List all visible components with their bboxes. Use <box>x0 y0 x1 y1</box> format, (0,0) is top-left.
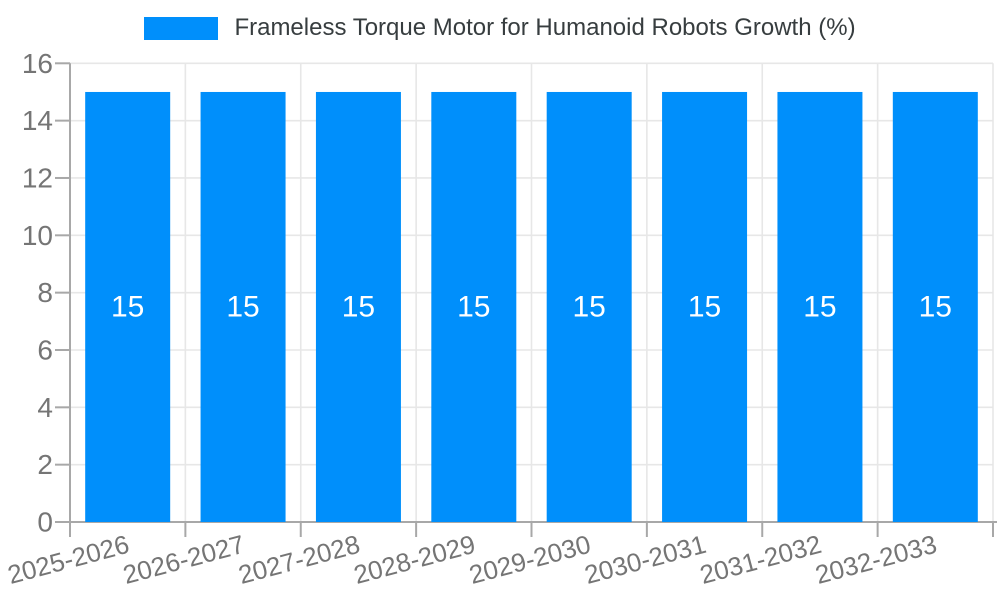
y-tick-label: 14 <box>22 105 53 136</box>
y-tick-label: 2 <box>37 449 53 480</box>
x-tick-label: 2027-2028 <box>235 529 363 590</box>
x-tick-label: 2032-2033 <box>812 529 940 590</box>
bar-value-label: 15 <box>226 290 259 323</box>
bar[interactable] <box>892 91 978 522</box>
bar-value-label: 15 <box>919 290 952 323</box>
bar-value-label: 15 <box>342 290 375 323</box>
y-tick-label: 0 <box>37 507 53 538</box>
bar[interactable] <box>777 91 863 522</box>
x-tick-label: 2030-2031 <box>581 529 709 590</box>
bar-value-label: 15 <box>111 290 144 323</box>
bar-value-label: 15 <box>803 290 836 323</box>
y-tick-label: 8 <box>37 277 53 308</box>
bar[interactable] <box>315 91 401 522</box>
legend-label[interactable]: Frameless Torque Motor for Humanoid Robo… <box>234 13 856 41</box>
bar[interactable] <box>85 91 171 522</box>
bar-value-label: 15 <box>688 290 721 323</box>
x-tick-label: 2025-2026 <box>4 529 132 590</box>
y-tick-label: 4 <box>37 392 53 423</box>
bar[interactable] <box>200 91 286 522</box>
x-tick-label: 2029-2030 <box>466 529 594 590</box>
y-tick-label: 10 <box>22 220 53 251</box>
y-tick-label: 16 <box>22 48 53 79</box>
x-tick-label: 2026-2027 <box>120 529 248 590</box>
bar-value-label: 15 <box>457 290 490 323</box>
chart-legend: Frameless Torque Motor for Humanoid Robo… <box>0 0 1000 48</box>
x-tick-label: 2031-2032 <box>697 529 825 590</box>
legend-swatch[interactable] <box>144 16 219 40</box>
y-tick-label: 12 <box>22 162 53 193</box>
bar[interactable] <box>431 91 517 522</box>
x-tick-label: 2028-2029 <box>350 529 478 590</box>
y-tick-label: 6 <box>37 334 53 365</box>
bar[interactable] <box>546 91 632 522</box>
bar[interactable] <box>662 91 748 522</box>
bar-value-label: 15 <box>573 290 606 323</box>
